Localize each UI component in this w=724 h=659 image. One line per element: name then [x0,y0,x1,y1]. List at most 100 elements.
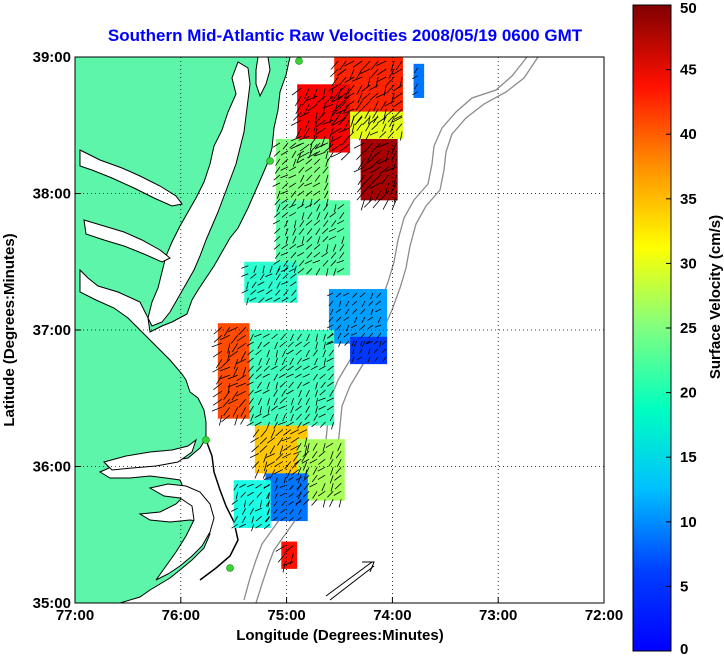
velocity-arrow [227,351,231,362]
velocity-arrow [281,182,289,189]
velocity-arrow [287,341,294,348]
velocity-arrow [274,166,281,174]
velocity-arrow [266,461,276,467]
velocity-arrow [246,341,254,347]
velocity-arrow [301,453,308,463]
velocity-arrow [250,273,257,279]
velocity-arrow [317,112,326,121]
velocity-arrow [375,300,382,306]
velocity-arrow [364,142,373,153]
velocity-arrow [343,316,350,321]
velocity-arrow [279,492,286,497]
velocity-arrow [328,373,334,381]
velocity-arrow [290,405,294,414]
velocity-arrow [283,477,286,484]
velocity-arrow [254,413,262,418]
velocity-arrow [275,289,281,296]
potomac-river [79,149,183,207]
velocity-arrow [282,204,289,211]
velocity-arrow [315,333,318,342]
velocity-arrow [300,174,305,183]
velocity-arrow [343,120,350,131]
velocity-arrow [331,119,342,127]
x-axis-label: Longitude (Degrees:Minutes) [236,627,444,644]
velocity-arrow [320,381,326,389]
velocity-arrow [336,219,345,225]
velocity-arrow [295,349,302,356]
velocity-arrow [296,333,302,341]
velocity-arrow [228,326,239,333]
velocity-arrow [297,421,302,429]
velocity-arrow [356,123,363,132]
velocity-arrow [293,265,297,274]
velocity-arrow [338,100,347,110]
velocity-arrow [313,128,318,140]
velocity-arrow [274,228,281,234]
velocity-arrow [326,397,334,402]
velocity-arrow [316,204,321,212]
velocity-arrow [276,204,281,212]
velocity-arrow [356,68,363,79]
velocity-arrow [298,166,305,174]
velocity-arrow [213,326,223,335]
velocity-arrow [374,356,379,362]
velocity-arrow [313,413,318,421]
velocity-arrow [364,108,371,119]
velocity-arrow [304,259,313,265]
velocity-arrow [282,429,292,436]
velocity-arrow [327,324,334,329]
velocity-arrow [341,112,350,122]
velocity-arrow [296,251,305,257]
velocity-arrow [381,348,387,353]
velocity-arrow [331,95,342,103]
velocity-arrow [255,515,262,522]
velocity-arrow [286,373,294,378]
velocity-arrow [337,332,342,339]
velocity-arrow [385,166,397,172]
velocity-arrow [386,84,395,94]
velocity-arrow [282,561,286,573]
velocity-arrow [260,429,268,438]
velocity-arrow [236,358,247,365]
velocity-arrow [265,453,276,458]
velocity-arrow [370,60,379,70]
velocity-arrow [359,131,363,141]
velocity-arrow [254,469,260,479]
velocity-arrow [272,516,278,522]
velocity-arrow [331,127,342,135]
velocity-arrow [248,389,254,397]
velocity-arrow [292,453,300,462]
velocity-arrow [223,390,231,401]
velocity-arrow [306,174,313,182]
velocity-arrow [379,131,387,138]
velocity-arrow [215,358,223,369]
velocity-arrow [295,365,302,371]
velocity-arrow [279,397,286,404]
velocity-arrow [276,190,281,199]
y-tick-label: 38:00 [33,186,71,203]
velocity-arrow [311,474,318,483]
velocity-arrow [248,365,254,372]
velocity-arrow [239,483,246,489]
velocity-arrow [272,142,281,148]
velocity-arrow [330,451,334,460]
velocity-arrow [335,292,342,298]
velocity-arrow [371,150,381,159]
velocity-arrow [254,333,262,338]
velocity-arrow [267,493,270,500]
velocity-arrow [356,150,365,160]
velocity-arrow [227,374,238,380]
velocity-arrow [323,341,326,350]
velocity-arrow [393,115,403,120]
velocity-arrow [315,127,326,135]
velocity-arrow [305,166,313,172]
velocity-arrow [282,413,286,422]
velocity-arrow [275,545,286,552]
velocity-arrow [276,281,281,289]
velocity-arrow [319,389,326,396]
velocity-arrow [336,259,345,264]
velocity-arrow [361,316,366,323]
velocity-arrow [325,150,329,159]
velocity-arrow [296,243,305,248]
velocity-arrow [279,445,284,455]
